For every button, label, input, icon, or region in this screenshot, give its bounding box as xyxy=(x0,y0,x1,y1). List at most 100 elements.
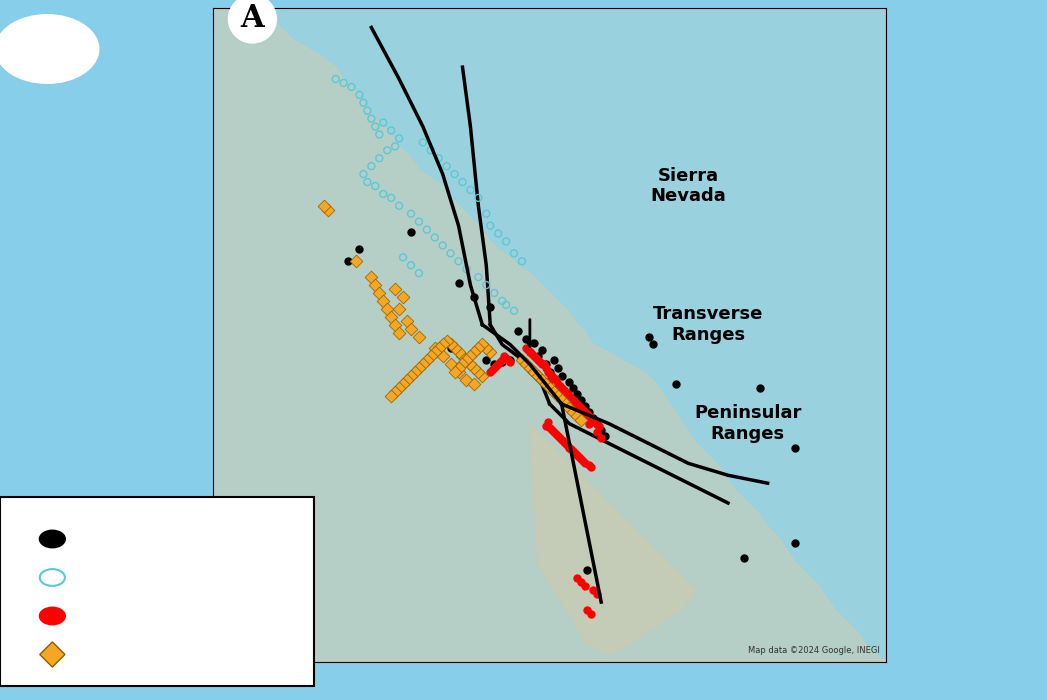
Point xyxy=(521,363,538,374)
Point xyxy=(375,117,392,128)
Point xyxy=(486,363,503,374)
Point xyxy=(545,372,562,384)
Point xyxy=(494,295,511,307)
Point xyxy=(565,446,582,457)
Point xyxy=(454,351,471,362)
Text: Peninsular
Ranges: Peninsular Ranges xyxy=(694,405,802,443)
Point xyxy=(541,369,558,380)
Point xyxy=(502,357,518,368)
Point xyxy=(459,355,475,366)
Point xyxy=(588,418,605,429)
Point xyxy=(553,394,570,405)
Point xyxy=(450,367,467,378)
Point xyxy=(403,323,420,334)
Point xyxy=(450,277,467,288)
Point xyxy=(550,379,566,390)
Point xyxy=(550,363,566,374)
Point xyxy=(588,426,605,438)
Point xyxy=(386,319,403,330)
Point xyxy=(459,374,475,386)
Point xyxy=(573,577,589,588)
Point xyxy=(573,394,589,405)
Point xyxy=(541,374,558,386)
Point xyxy=(563,393,580,404)
Point xyxy=(530,355,547,366)
Point xyxy=(517,343,534,354)
Point xyxy=(470,193,487,204)
Point xyxy=(477,355,494,366)
Point xyxy=(579,565,596,576)
Point xyxy=(585,412,602,423)
Point xyxy=(328,74,344,85)
Point xyxy=(541,367,558,378)
Point xyxy=(533,345,550,356)
Point xyxy=(422,145,439,156)
Point xyxy=(484,365,500,376)
Point xyxy=(569,450,585,461)
Point xyxy=(477,208,494,219)
Point xyxy=(454,358,471,370)
Point xyxy=(446,343,463,354)
Point xyxy=(410,363,427,374)
Point xyxy=(581,410,598,421)
Point xyxy=(383,391,400,402)
Point xyxy=(391,200,407,211)
Point xyxy=(435,339,451,350)
Point xyxy=(557,394,574,405)
Point xyxy=(581,418,598,429)
Point xyxy=(363,113,380,124)
Point xyxy=(565,402,582,414)
Point xyxy=(366,181,383,192)
Point xyxy=(355,169,372,180)
Point xyxy=(524,349,540,360)
Point xyxy=(521,346,538,358)
Point xyxy=(557,398,574,409)
Point xyxy=(497,353,514,364)
Point xyxy=(573,414,589,426)
Point xyxy=(454,351,471,362)
Polygon shape xyxy=(213,8,887,662)
Point xyxy=(577,406,594,417)
Point xyxy=(530,351,547,362)
Point xyxy=(514,256,531,267)
Point xyxy=(446,169,463,180)
Point xyxy=(581,406,598,417)
Point xyxy=(569,410,585,421)
Point xyxy=(439,335,455,346)
Point xyxy=(442,248,459,259)
Point xyxy=(533,358,550,370)
Text: = $\it{C. muricata}$ var. $\it{jonesii}$: = $\it{C. muricata}$ var. $\it{jonesii}$ xyxy=(79,608,238,624)
Point xyxy=(551,381,567,392)
Point xyxy=(482,220,498,231)
Point xyxy=(526,337,542,348)
Point xyxy=(371,129,387,140)
Point xyxy=(533,374,550,386)
Point xyxy=(561,442,578,453)
Point xyxy=(641,331,658,342)
Point xyxy=(459,264,475,275)
Point xyxy=(363,160,380,172)
Point xyxy=(488,360,505,372)
Point xyxy=(486,288,503,299)
Point xyxy=(555,436,572,447)
Point xyxy=(486,358,503,370)
Point xyxy=(459,355,475,366)
Point xyxy=(575,405,592,416)
Point xyxy=(426,346,443,358)
Point xyxy=(521,346,538,358)
Point xyxy=(430,343,447,354)
Point xyxy=(735,553,752,564)
Point xyxy=(470,367,487,378)
Point xyxy=(450,256,467,267)
Point xyxy=(470,343,487,354)
Point xyxy=(477,279,494,290)
Text: = $\it{C. muricata}$ var. $\it{muricata}$: = $\it{C. muricata}$ var. $\it{muricata}… xyxy=(79,648,253,661)
Point xyxy=(787,442,804,453)
Point xyxy=(537,358,554,370)
Point xyxy=(371,288,387,299)
Point xyxy=(583,608,600,620)
Point xyxy=(526,367,542,378)
Point xyxy=(550,384,566,395)
Point xyxy=(577,400,594,412)
Point xyxy=(787,537,804,548)
